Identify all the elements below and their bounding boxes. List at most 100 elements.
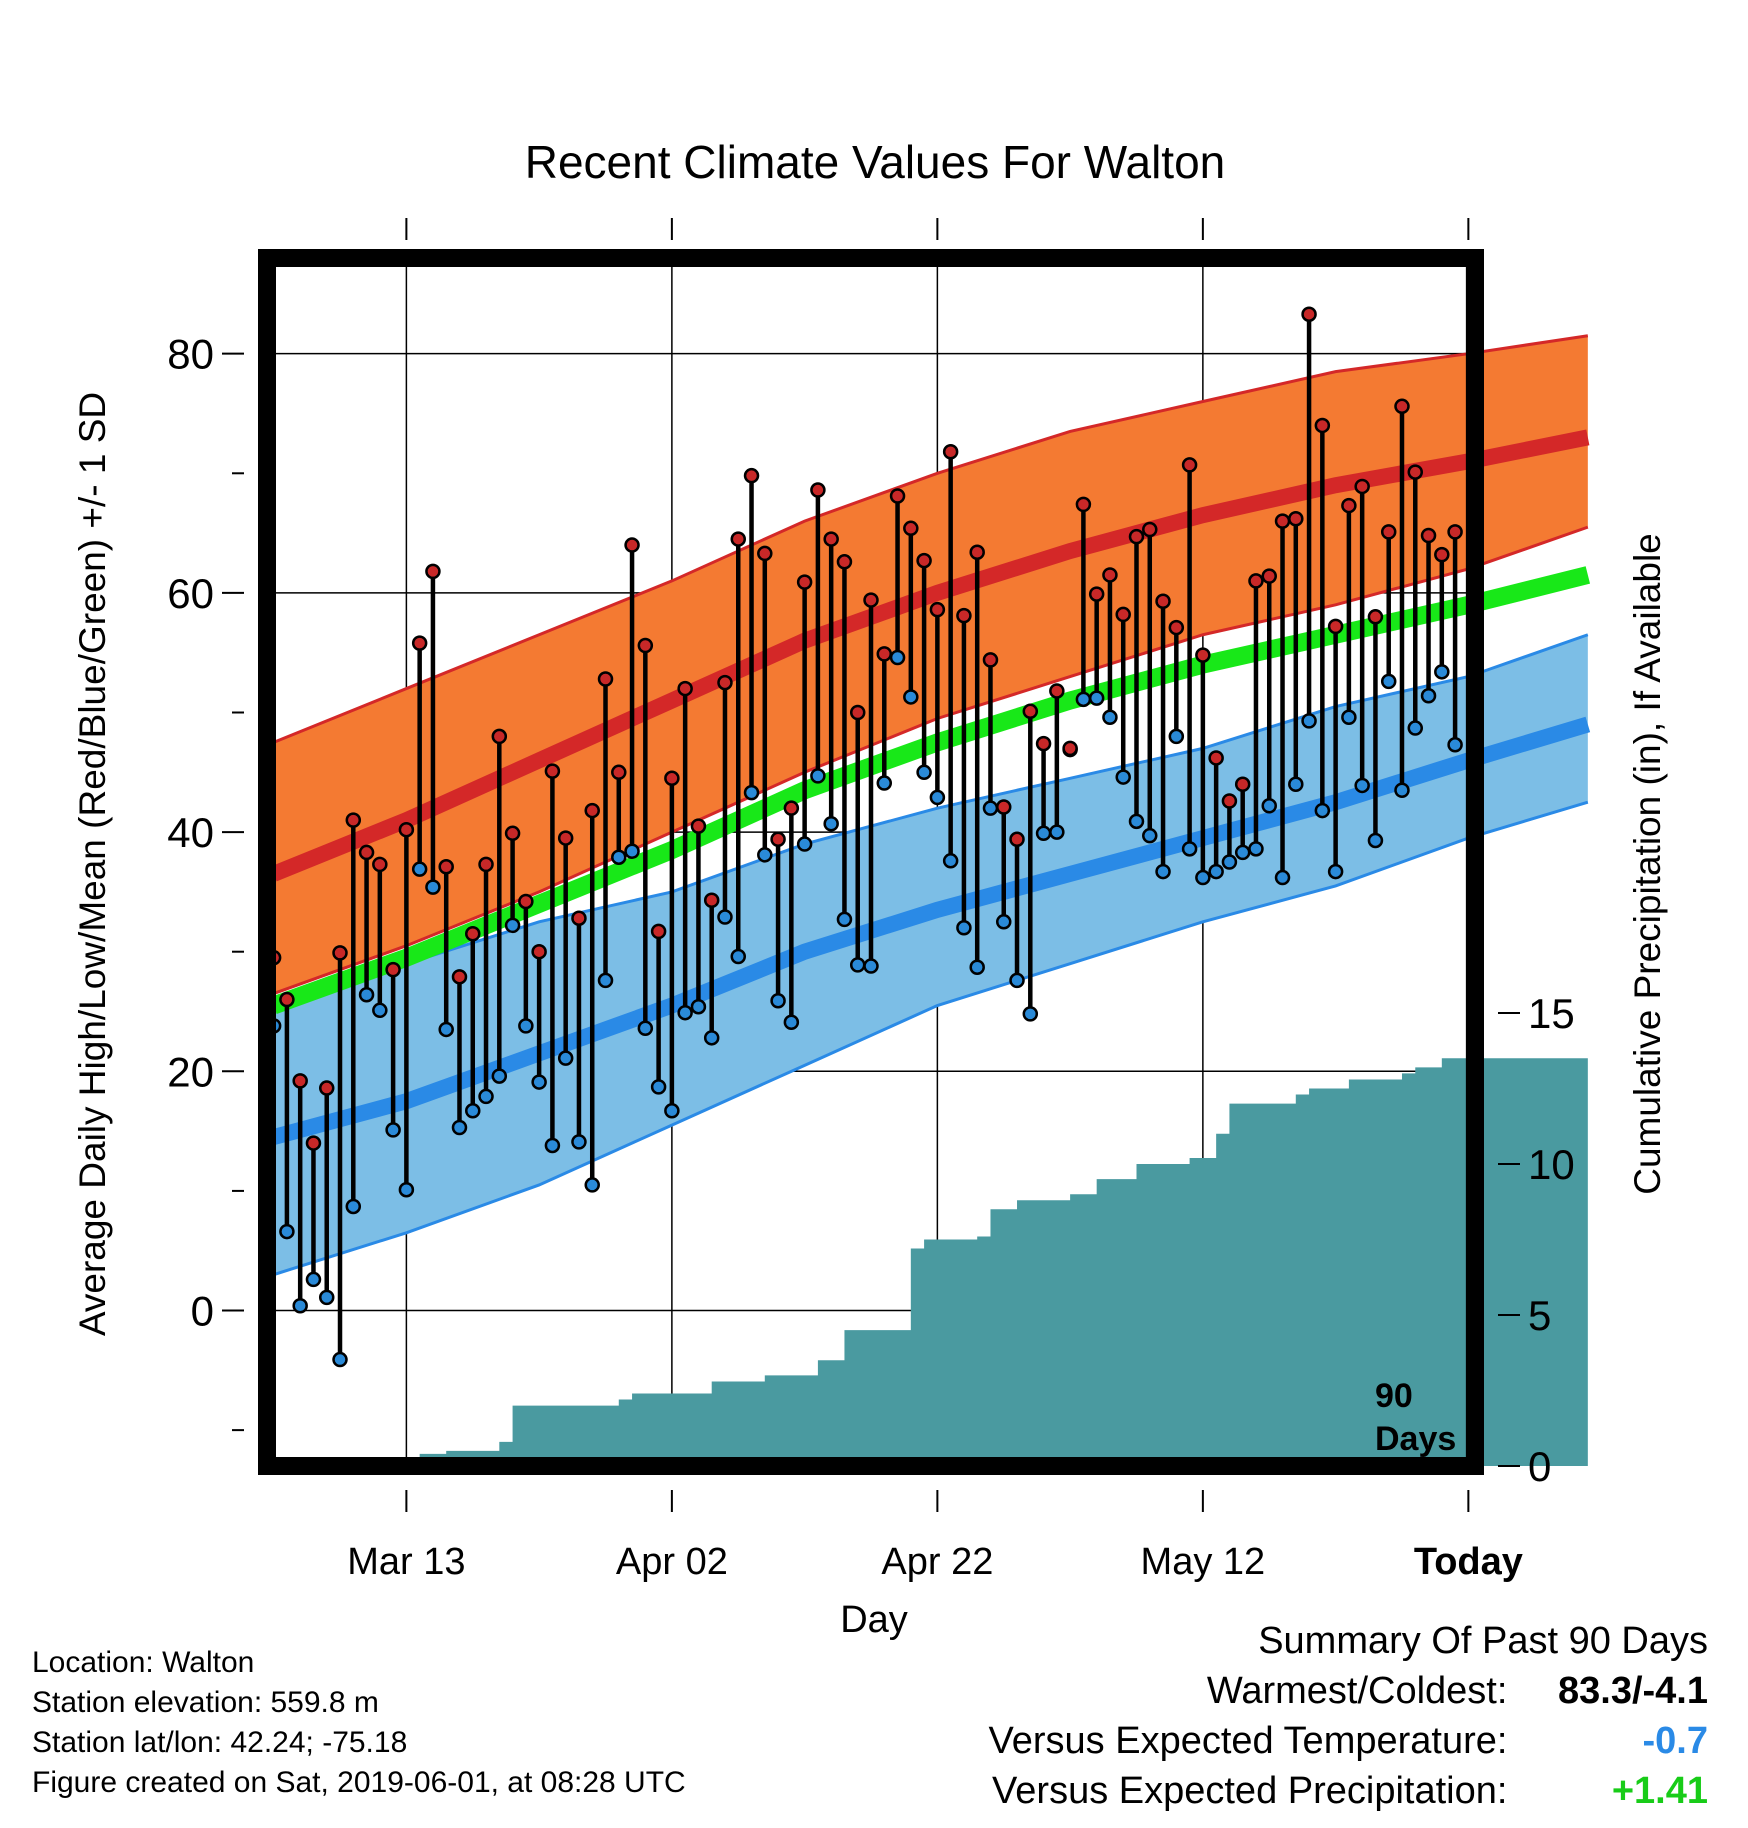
precipitation-area (273, 1058, 1588, 1466)
high-temp-point (1035, 735, 1052, 752)
low-temp-point (849, 957, 866, 973)
low-temp-point (1301, 713, 1317, 729)
high-temp-point (438, 859, 454, 875)
low-temp-point (1181, 841, 1198, 857)
low-temp-point (372, 1002, 388, 1019)
high-temp-point (876, 646, 893, 662)
warmest-coldest-value: 83.3/-4.1 (1558, 1670, 1708, 1712)
created-text: Figure created on Sat, 2019-06-01, at 08… (32, 1766, 686, 1799)
low-temp-point (664, 1103, 680, 1119)
high-temp-point (411, 635, 428, 651)
high-temp-point (425, 563, 441, 580)
high-temp-point (1394, 398, 1410, 415)
high-temp-point (796, 574, 813, 590)
low-temp-point (1288, 776, 1304, 793)
high-temp-point (730, 531, 747, 547)
x-axis-label: Day (840, 1599, 908, 1641)
low-temp-point (544, 1137, 561, 1154)
station-info: Location: Walton Station elevation: 559.… (32, 1643, 686, 1803)
low-temp-point (1248, 841, 1264, 857)
low-temp-point (571, 1134, 587, 1150)
high-temp-point (332, 945, 348, 961)
high-temp-point (292, 1073, 308, 1089)
low-temp-point (690, 998, 707, 1015)
high-temp-point (1115, 606, 1131, 623)
high-temp-point (1301, 306, 1317, 322)
high-temp-point (637, 637, 654, 654)
high-temp-point (1314, 417, 1331, 434)
high-temp-point (611, 764, 627, 781)
high-temp-point (557, 830, 574, 846)
low-temp-point (1155, 863, 1171, 880)
low-temp-point (385, 1122, 401, 1138)
low-temp-point (1115, 769, 1131, 785)
low-temp-point (823, 815, 839, 832)
low-temp-point (1128, 813, 1145, 830)
low-temp-point (504, 917, 521, 934)
y2-axis-label: Cumulative Precipitation (in), If Availa… (1627, 533, 1668, 1195)
high-temp-point (956, 607, 972, 624)
low-temp-point (916, 764, 932, 781)
plot-frame (258, 249, 1484, 1475)
high-temp-point (703, 892, 720, 909)
x-tick-label: Apr 22 (881, 1541, 993, 1583)
low-temp-point (1009, 972, 1025, 989)
low-temp-point (1274, 869, 1291, 886)
high-temp-point (942, 444, 959, 460)
low-temp-point (1195, 869, 1211, 886)
low-temp-point (1221, 854, 1238, 870)
low-temp-point (438, 1021, 454, 1038)
high-temp-point (372, 856, 388, 873)
location-text: Location: Walton (32, 1646, 255, 1679)
x-tick-label: Mar 13 (347, 1541, 465, 1583)
y-tick-label: 60 (167, 570, 214, 617)
high-temp-point (929, 601, 946, 618)
chart-title: Recent Climate Values For Walton (525, 136, 1226, 188)
low-temp-point (411, 861, 428, 877)
y2-tick-label: 5 (1528, 1292, 1551, 1339)
high-temp-point (491, 728, 508, 745)
high-normal-line (270, 429, 1590, 882)
high-temp-point (1420, 527, 1437, 544)
high-temp-point (451, 969, 468, 985)
summary-temperature: Versus Expected Temperature: -0.7 (989, 1720, 1708, 1763)
low-temp-point (1327, 863, 1344, 880)
y-tick-label: 20 (167, 1048, 214, 1095)
x-tick-label: Apr 02 (616, 1541, 728, 1583)
high-temp-point (1075, 496, 1092, 513)
today-label-line2: Days (1375, 1420, 1456, 1458)
low-temp-point (624, 843, 640, 859)
low-temp-point (305, 1271, 322, 1288)
high-temp-point (1221, 793, 1238, 809)
high-temp-point (345, 812, 362, 828)
low-temp-point (1447, 737, 1463, 753)
today-label-line1: 90 (1375, 1377, 1413, 1415)
high-temp-point (518, 893, 534, 910)
low-temp-point (557, 1050, 574, 1066)
low-temp-point (969, 959, 985, 976)
high-temp-point (1168, 619, 1185, 636)
high-temp-point (544, 763, 561, 779)
y2-tick-label: 0 (1528, 1443, 1551, 1490)
high-temp-point (757, 545, 773, 562)
low-temp-point (318, 1289, 335, 1306)
high-temp-point (823, 531, 839, 547)
y-axis-label: Average Daily High/Low/Mean (Red/Blue/Gr… (72, 392, 113, 1336)
high-temp-point (783, 800, 800, 816)
high-temp-point (1062, 740, 1078, 757)
high-temp-point (624, 537, 640, 553)
low-temp-point (1022, 1006, 1039, 1022)
high-temp-point (916, 552, 932, 569)
low-temp-point (1168, 728, 1185, 745)
low-temp-point (903, 689, 919, 705)
elevation-text: Station elevation: 559.8 m (32, 1686, 379, 1719)
low-temp-point (478, 1088, 494, 1105)
low-temp-point (757, 847, 773, 863)
low-temp-point (783, 1014, 800, 1031)
high-temp-point (995, 799, 1012, 815)
low-temp-point (1142, 827, 1158, 844)
high-temp-point (690, 818, 707, 834)
high-temp-point (504, 825, 521, 842)
high-temp-point (1288, 510, 1304, 527)
